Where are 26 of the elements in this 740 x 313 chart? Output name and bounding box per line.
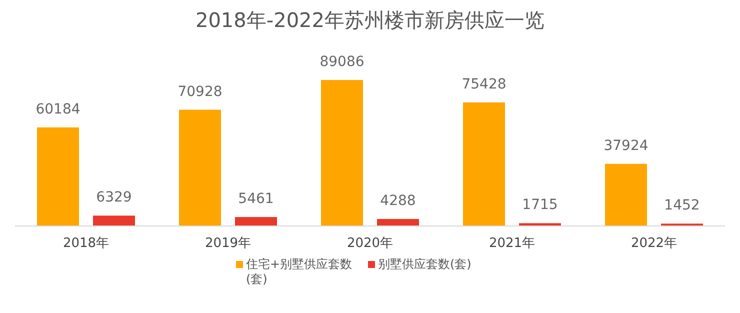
data-label: 6329 [96, 190, 132, 206]
data-label: 70928 [178, 84, 222, 100]
legend-label: 别墅供应套数(套) [378, 257, 472, 272]
chart-title: 2018年-2022年苏州楼市新房供应一览 [195, 8, 545, 32]
bar [605, 164, 647, 226]
x-tick-label: 2019年 [204, 236, 252, 251]
bar [37, 127, 79, 226]
bar [235, 217, 277, 226]
bar [463, 102, 505, 226]
bar [179, 110, 221, 226]
x-tick-label: 2018年 [62, 236, 110, 251]
data-label: 37924 [604, 138, 648, 154]
data-label: 4288 [380, 192, 416, 209]
data-label: 89086 [320, 54, 364, 70]
data-label: 75428 [462, 76, 506, 92]
x-tick-label: 2022年 [630, 236, 678, 251]
data-label: 5461 [238, 191, 274, 208]
x-tick-label: 2020年 [346, 236, 394, 251]
x-tick-label: 2021年 [488, 236, 536, 251]
legend-label: 住宅+别墅供应套数(套) [246, 257, 354, 287]
bar [377, 218, 419, 226]
data-label: 1715 [522, 197, 558, 214]
bar [321, 80, 363, 226]
bar [93, 216, 135, 226]
data-label: 60184 [36, 101, 80, 118]
data-label: 1452 [664, 198, 700, 214]
